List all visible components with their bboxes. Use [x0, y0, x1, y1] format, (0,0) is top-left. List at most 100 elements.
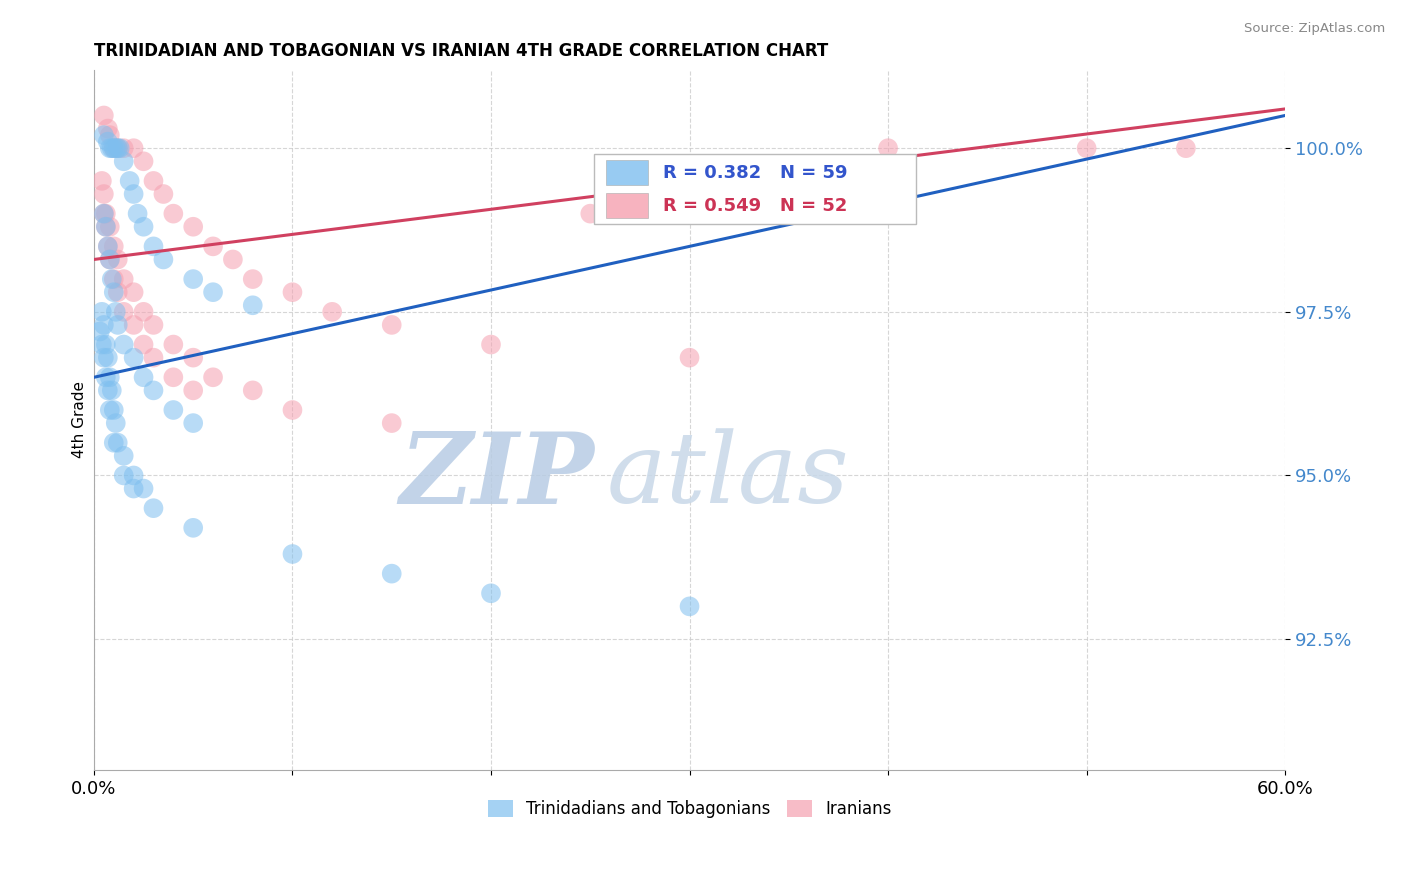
Point — [142, 174, 165, 188]
Point — [381, 416, 404, 430]
Point — [94, 370, 117, 384]
Point — [132, 305, 155, 319]
Point — [93, 318, 115, 332]
Point — [97, 121, 120, 136]
Point — [93, 128, 115, 142]
Point — [107, 435, 129, 450]
Text: TRINIDADIAN AND TOBAGONIAN VS IRANIAN 4TH GRADE CORRELATION CHART: TRINIDADIAN AND TOBAGONIAN VS IRANIAN 4T… — [94, 42, 828, 60]
Point — [122, 468, 145, 483]
Point — [112, 449, 135, 463]
FancyBboxPatch shape — [595, 153, 915, 224]
Point — [93, 207, 115, 221]
Point — [98, 141, 121, 155]
Point — [107, 141, 129, 155]
Point — [281, 403, 304, 417]
Point — [127, 207, 149, 221]
Point — [98, 252, 121, 267]
Point — [93, 186, 115, 201]
Point — [98, 252, 121, 267]
Point — [678, 351, 700, 365]
Point — [104, 305, 127, 319]
Point — [107, 318, 129, 332]
Point — [142, 318, 165, 332]
Point — [132, 337, 155, 351]
Text: ZIP: ZIP — [399, 427, 595, 524]
Point — [242, 384, 264, 398]
Point — [94, 207, 117, 221]
Point — [381, 318, 404, 332]
Point — [101, 272, 124, 286]
Point — [103, 141, 125, 155]
Point — [104, 416, 127, 430]
Point — [1076, 141, 1098, 155]
Point — [181, 384, 204, 398]
Point — [90, 305, 112, 319]
Point — [104, 141, 127, 155]
Point — [97, 239, 120, 253]
Point — [142, 239, 165, 253]
Point — [112, 468, 135, 483]
Point — [479, 586, 502, 600]
Point — [93, 108, 115, 122]
Point — [122, 186, 145, 201]
Text: R = 0.382   N = 59: R = 0.382 N = 59 — [664, 163, 848, 182]
Point — [678, 599, 700, 614]
Point — [142, 351, 165, 365]
Point — [222, 252, 245, 267]
Point — [1174, 141, 1197, 155]
Point — [112, 154, 135, 169]
Point — [103, 272, 125, 286]
Point — [132, 482, 155, 496]
Point — [122, 141, 145, 155]
Point — [152, 252, 174, 267]
Point — [97, 239, 120, 253]
Point — [579, 207, 602, 221]
Point — [103, 435, 125, 450]
Point — [90, 337, 112, 351]
Point — [94, 337, 117, 351]
Point — [112, 141, 135, 155]
Point — [122, 318, 145, 332]
Point — [132, 219, 155, 234]
Point — [93, 351, 115, 365]
Point — [97, 351, 120, 365]
Point — [112, 272, 135, 286]
Point — [321, 305, 343, 319]
Point — [181, 219, 204, 234]
Point — [142, 501, 165, 516]
Point — [112, 337, 135, 351]
Point — [181, 272, 204, 286]
Point — [107, 252, 129, 267]
Point — [98, 403, 121, 417]
Text: atlas: atlas — [606, 428, 849, 524]
Point — [202, 239, 225, 253]
Point — [181, 351, 204, 365]
Point — [281, 547, 304, 561]
Point — [381, 566, 404, 581]
Point — [108, 141, 131, 155]
Point — [877, 141, 900, 155]
Point — [93, 207, 115, 221]
Point — [103, 239, 125, 253]
Point — [152, 186, 174, 201]
Point — [103, 403, 125, 417]
Point — [162, 403, 184, 417]
Point — [479, 337, 502, 351]
Point — [122, 285, 145, 300]
Point — [122, 482, 145, 496]
FancyBboxPatch shape — [606, 193, 648, 219]
Point — [132, 370, 155, 384]
Point — [97, 135, 120, 149]
Point — [242, 272, 264, 286]
Point — [97, 384, 120, 398]
Point — [101, 141, 124, 155]
Point — [132, 154, 155, 169]
Point — [94, 219, 117, 234]
FancyBboxPatch shape — [606, 160, 648, 186]
Point — [202, 370, 225, 384]
Point — [103, 285, 125, 300]
Point — [107, 141, 129, 155]
Point — [202, 285, 225, 300]
Point — [162, 207, 184, 221]
Text: Source: ZipAtlas.com: Source: ZipAtlas.com — [1244, 22, 1385, 36]
